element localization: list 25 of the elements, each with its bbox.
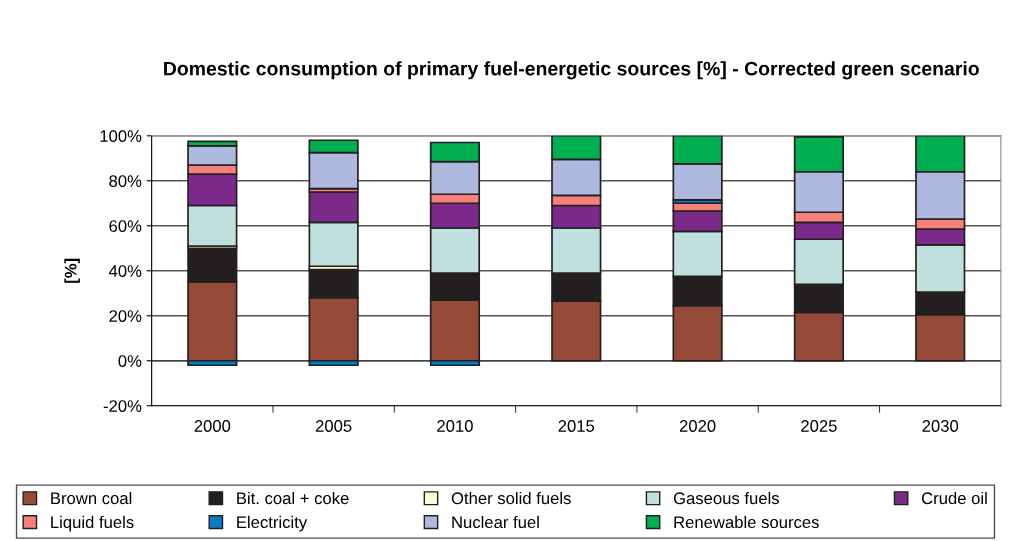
x-tick-label: 2020 (679, 420, 716, 432)
x-tick-label: 2025 (801, 420, 837, 432)
chart-title: Domestic consumption of primary fuel-energetic sources [%] - Corrected green scenario (164, 61, 979, 80)
legend-label: Crude oil (921, 491, 987, 505)
y-tick-label: -20% (103, 400, 142, 412)
x-tick-label: 2000 (194, 420, 231, 432)
legend-label: Gaseous fuels (673, 491, 780, 505)
x-tick-label: 2030 (922, 420, 959, 432)
legend-label: Bit. coal + coke (237, 491, 349, 505)
x-tick-label: 2005 (315, 420, 352, 432)
y-tick-label: 60% (109, 220, 142, 232)
x-tick-label: 2015 (558, 420, 595, 432)
legend-label: Liquid fuels (51, 515, 134, 532)
y-tick-label: 80% (109, 175, 142, 187)
y-tick-label: 0% (118, 355, 142, 367)
y-tick-label: 20% (109, 310, 142, 322)
legend-label: Electricity (237, 515, 308, 532)
legend-label: Brown coal (51, 491, 132, 505)
legend-label: Renewable sources (674, 515, 819, 529)
legend-label: Other solid fuels (451, 491, 571, 505)
y-tick-label: 40% (108, 265, 142, 277)
y-axis-title: [%] (64, 258, 80, 283)
legend-label: Nuclear fuel (452, 515, 539, 529)
y-tick-label: 100% (100, 130, 142, 142)
x-tick-label: 2010 (437, 420, 473, 432)
